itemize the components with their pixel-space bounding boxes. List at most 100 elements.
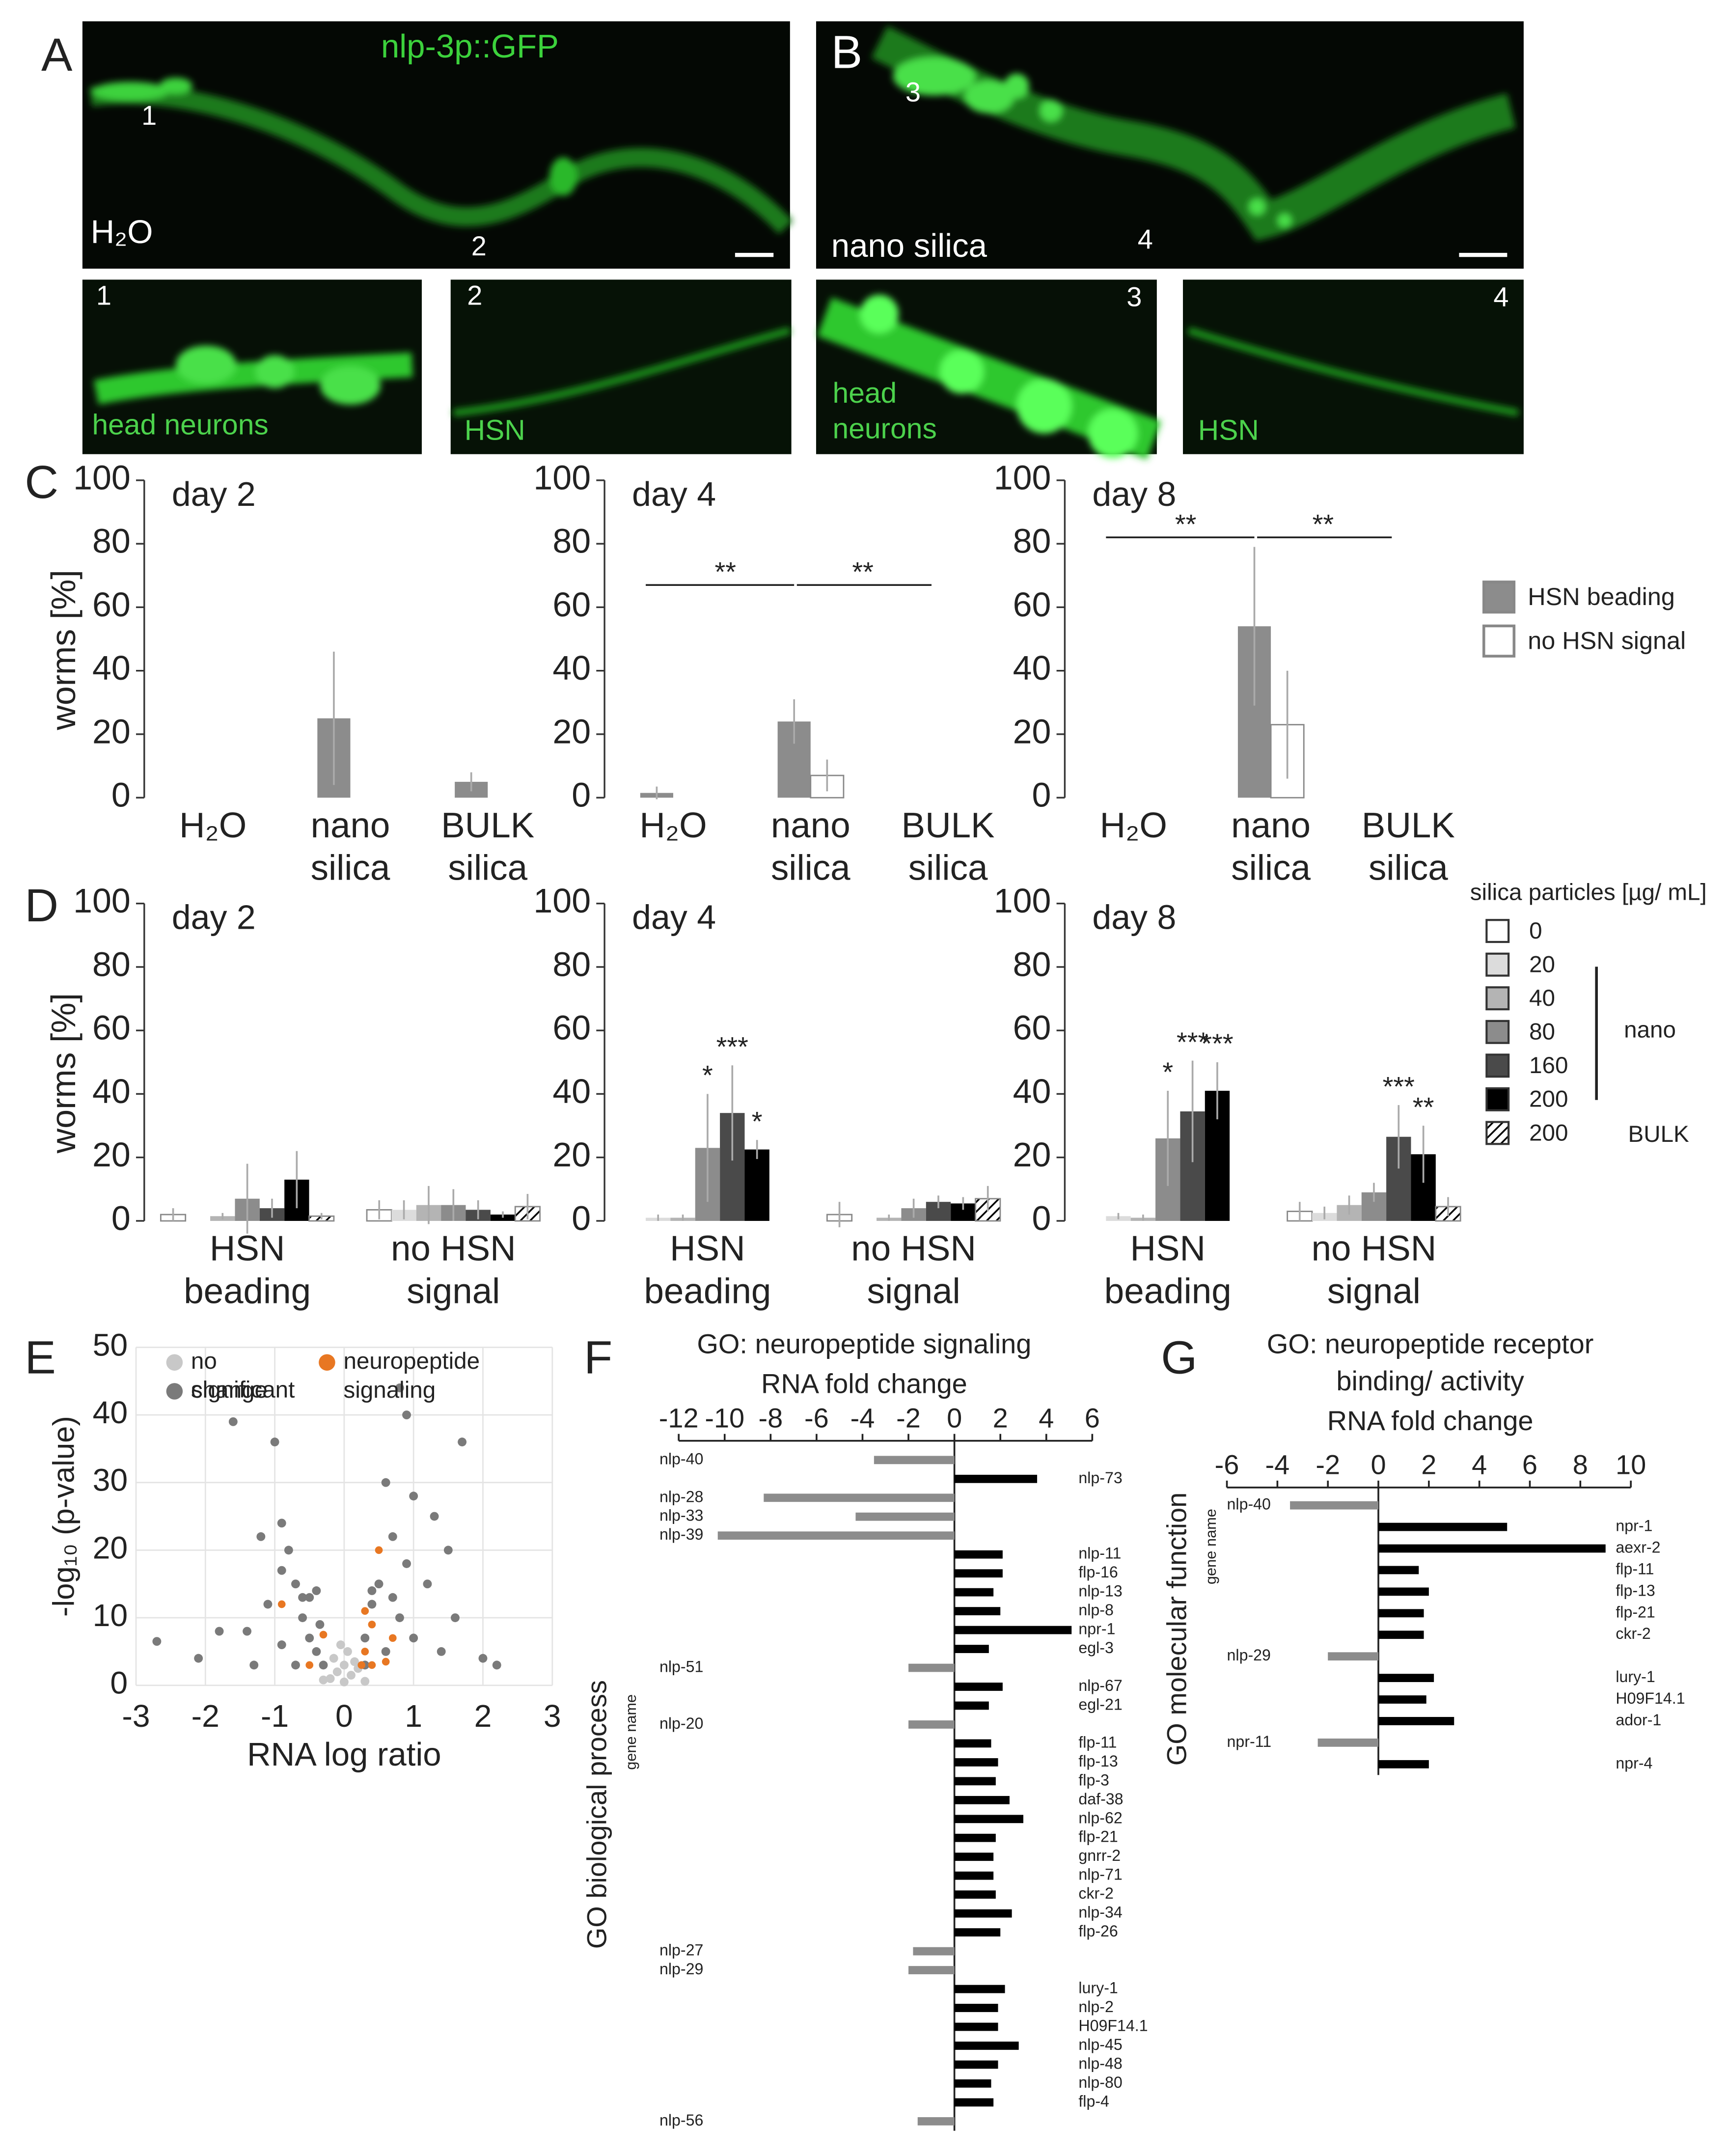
point bbox=[381, 1647, 390, 1656]
gene-label: lury-1 bbox=[1616, 1668, 1655, 1686]
y-axis-label: GO molecular function bbox=[1161, 1493, 1192, 1766]
gene-label: nlp-11 bbox=[1078, 1545, 1121, 1562]
x-tick-label: 2 bbox=[474, 1698, 492, 1734]
point bbox=[368, 1620, 376, 1629]
legend-swatch bbox=[166, 1383, 183, 1400]
bar bbox=[954, 2060, 998, 2069]
point bbox=[228, 1417, 238, 1426]
panel-title: day 4 bbox=[632, 898, 716, 937]
point bbox=[409, 1633, 418, 1643]
x-tick-label: no HSN bbox=[851, 1229, 976, 1269]
gene-label: nlp-34 bbox=[1078, 1904, 1122, 1921]
point bbox=[263, 1600, 273, 1609]
bar bbox=[954, 1871, 994, 1880]
point bbox=[367, 1586, 377, 1595]
bar bbox=[874, 1456, 955, 1465]
point bbox=[409, 1492, 418, 1501]
panel-label: E bbox=[25, 1331, 55, 1383]
inset-label: HSN bbox=[1198, 414, 1259, 446]
gene-label: daf-38 bbox=[1078, 1790, 1123, 1808]
gene-label: nlp-33 bbox=[659, 1507, 703, 1524]
x-tick-label: no HSN bbox=[1312, 1229, 1437, 1269]
legend-swatch bbox=[166, 1354, 183, 1371]
condition: H₂O bbox=[91, 214, 153, 250]
legend-label: 0 bbox=[1529, 918, 1542, 944]
caption: nlp-3p::GFP bbox=[381, 28, 559, 65]
gene-label: flp-26 bbox=[1078, 1922, 1118, 1940]
point bbox=[249, 1660, 259, 1670]
point bbox=[243, 1627, 252, 1636]
x-tick-label: 4 bbox=[1039, 1402, 1054, 1433]
gene-label: nlp-73 bbox=[1078, 1469, 1122, 1487]
gene-label: nlp-2 bbox=[1078, 1998, 1114, 2016]
x-tick-label: signal bbox=[1327, 1271, 1421, 1311]
y-tick-label: 40 bbox=[1013, 649, 1051, 687]
legend-swatch bbox=[1485, 986, 1510, 1011]
point bbox=[326, 1674, 335, 1683]
gene-label: nlp-39 bbox=[659, 1525, 703, 1543]
micrograph-a bbox=[82, 21, 790, 269]
x-tick-label: silica bbox=[311, 848, 390, 888]
bar bbox=[954, 1852, 994, 1861]
y-tick-label: 60 bbox=[92, 1009, 131, 1047]
x-tick-label: nano bbox=[771, 805, 850, 845]
y-axis-label: GO biological process bbox=[581, 1680, 612, 1949]
x-tick-label: -3 bbox=[122, 1698, 150, 1734]
gene-label: flp-16 bbox=[1078, 1563, 1118, 1581]
gene-label: lury-1 bbox=[1078, 1979, 1118, 1997]
point bbox=[305, 1661, 314, 1669]
bar bbox=[954, 2042, 1019, 2050]
point bbox=[270, 1437, 279, 1447]
x-tick-label: -10 bbox=[705, 1402, 744, 1433]
x-axis-label: RNA fold change bbox=[1327, 1405, 1534, 1436]
worm-a bbox=[89, 78, 793, 234]
inset-glow bbox=[93, 295, 1519, 460]
significance-label: * bbox=[1162, 1056, 1173, 1087]
legend-label: 40 bbox=[1529, 985, 1555, 1011]
x-tick-label: -6 bbox=[1215, 1449, 1239, 1480]
micrographs bbox=[82, 21, 1524, 460]
gene-label: nlp-20 bbox=[659, 1714, 703, 1732]
point bbox=[329, 1654, 338, 1663]
bar bbox=[1378, 1717, 1454, 1725]
y-tick-label: 80 bbox=[1013, 945, 1051, 983]
y-tick-label: 100 bbox=[994, 458, 1051, 497]
gene-label: flp-21 bbox=[1616, 1603, 1655, 1621]
bar bbox=[954, 1588, 994, 1597]
gene-label: nlp-40 bbox=[659, 1450, 703, 1467]
gene-label: flp-21 bbox=[1078, 1828, 1118, 1846]
legend-label: significant bbox=[191, 1377, 295, 1403]
gene-label: nlp-56 bbox=[659, 2111, 703, 2129]
legend-swatch bbox=[1485, 1020, 1510, 1044]
y-axis-label: worms [%] bbox=[44, 993, 82, 1154]
x-axis-label: RNA fold change bbox=[761, 1368, 967, 1399]
x-tick-label: H₂O bbox=[1100, 805, 1167, 845]
worm-b bbox=[871, 26, 1516, 241]
point bbox=[277, 1640, 286, 1650]
bar bbox=[1378, 1760, 1429, 1769]
inset-label: head neurons bbox=[92, 409, 268, 441]
legend-label: 20 bbox=[1529, 952, 1555, 978]
bar bbox=[1290, 1501, 1379, 1510]
y-tick-label: 80 bbox=[1013, 522, 1051, 560]
gene-label: flp-13 bbox=[1616, 1581, 1655, 1599]
panel-label: F bbox=[584, 1331, 612, 1383]
x-tick-label: silica bbox=[908, 848, 988, 888]
gene-label: nlp-71 bbox=[1078, 1866, 1122, 1883]
x-tick-label: silica bbox=[1369, 848, 1448, 888]
x-tick-label: HSN bbox=[670, 1229, 745, 1269]
point bbox=[194, 1654, 203, 1663]
inset-label: head bbox=[833, 377, 897, 409]
bar bbox=[954, 2079, 991, 2088]
x-tick-label: 4 bbox=[1472, 1449, 1487, 1480]
significance-label: * bbox=[702, 1060, 713, 1091]
point bbox=[319, 1631, 328, 1639]
gene-label: nlp-13 bbox=[1078, 1582, 1122, 1600]
legend-swatch bbox=[1485, 1053, 1510, 1078]
bar bbox=[954, 1683, 1003, 1691]
y-tick-label: 80 bbox=[92, 945, 131, 983]
significance-label: *** bbox=[1177, 1026, 1208, 1057]
significance-label: *** bbox=[1383, 1071, 1415, 1102]
x-tick-label: -8 bbox=[758, 1402, 783, 1433]
point bbox=[336, 1640, 345, 1650]
